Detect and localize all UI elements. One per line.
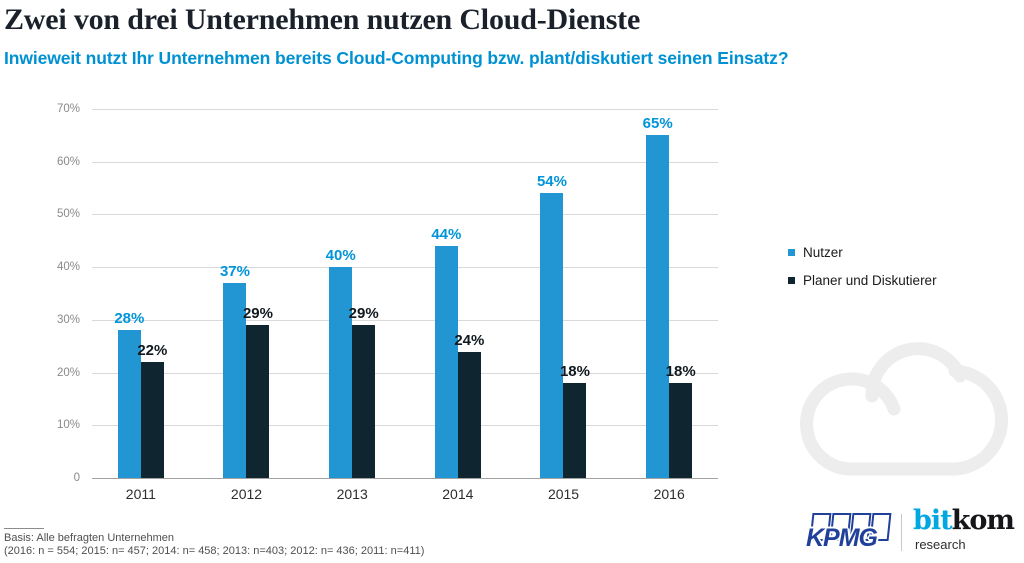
bar-group: 28% 22% (88, 109, 194, 478)
x-tick-label: 2013 (336, 486, 368, 502)
basis-divider (4, 528, 44, 529)
bar-column: 44% (431, 226, 461, 478)
bar-column: 29% (243, 305, 273, 478)
bar-value-label: 40% (325, 247, 356, 265)
gridline (92, 478, 718, 479)
gridline (92, 319, 718, 321)
bar-value-label: 18% (559, 363, 590, 381)
bar (540, 193, 564, 478)
bar (646, 135, 670, 478)
legend-label: Planer und Diskutierer (803, 273, 937, 288)
logo-divider (901, 514, 902, 551)
bitkom-research-label: research (915, 537, 966, 552)
bar (457, 351, 481, 478)
bars-layer: 28% 22% 37% 29% 40% 29% 44% 24% 54% 18% 65% 18% (88, 109, 722, 478)
y-tick-label: 40% (56, 261, 80, 274)
bitkom-logo: bitkom research (913, 505, 1015, 552)
basis-note: Basis: Alle befragten Unternehmen (4, 532, 174, 544)
bar-group: 37% 29% (194, 109, 300, 478)
gridline (92, 425, 718, 427)
bar-column: 18% (560, 363, 590, 478)
bar-group: 54% 18% (511, 109, 617, 478)
y-tick-label: 50% (56, 208, 80, 221)
kpmg-wordmark: KPMG (806, 524, 878, 552)
bitkom-wordmark: bitkom (913, 505, 1015, 537)
plot-area (92, 109, 718, 479)
y-tick-label: 20% (56, 366, 80, 379)
gridline (92, 214, 718, 216)
bar-column: 22% (137, 342, 167, 478)
bitkom-wordmark-kom: kom (951, 505, 1015, 536)
bar-value-label: 18% (665, 363, 696, 381)
gridline (92, 109, 718, 110)
bar-value-label: 65% (642, 115, 673, 133)
x-tick-label: 2014 (442, 486, 474, 502)
bar-value-label: 44% (431, 226, 462, 244)
bar (117, 330, 141, 478)
bar-column: 40% (326, 247, 356, 478)
bar (246, 325, 270, 478)
bar-value-label: 54% (536, 173, 567, 191)
bar-value-label: 24% (454, 331, 485, 349)
legend-item: Planer und Diskutierer (788, 273, 937, 288)
bar-column: 29% (349, 305, 379, 478)
legend-item: Nutzer (788, 245, 937, 260)
y-tick-label: 0 (73, 472, 80, 484)
page-subtitle: Inwieweit nutzt Ihr Unternehmen bereits … (4, 48, 789, 68)
y-axis: 70% 60% 50% 40% 30% 20% 10% 0 (0, 103, 80, 484)
bar (140, 362, 164, 478)
x-tick-label: 2011 (125, 486, 156, 502)
bar (434, 246, 458, 478)
gridline (92, 372, 718, 374)
x-axis: 2011 2012 2013 2014 2015 2016 (88, 486, 722, 502)
bar-value-label: 22% (137, 342, 168, 360)
y-tick-label: 30% (56, 313, 80, 326)
x-tick-label: 2016 (653, 486, 685, 502)
bar-group: 44% 24% (405, 109, 511, 478)
sample-sizes-note: (2016: n = 554; 2015: n= 457; 2014: n= 4… (4, 545, 425, 557)
y-tick-label: 60% (56, 155, 80, 168)
bar-value-label: 37% (219, 262, 250, 280)
y-tick-label: 10% (56, 419, 80, 432)
bar-group: 40% 29% (299, 109, 405, 478)
legend-label: Nutzer (803, 245, 843, 260)
bar-column: 24% (454, 332, 484, 478)
bar-column: 37% (220, 263, 250, 478)
bar (563, 383, 587, 478)
bar (329, 267, 353, 478)
gridline (92, 161, 718, 163)
bar-column: 65% (643, 115, 673, 478)
cloud-icon (800, 342, 1009, 476)
bar-value-label: 29% (348, 305, 379, 323)
bar (223, 282, 247, 478)
legend-marker-icon (788, 249, 795, 256)
x-tick-label: 2015 (547, 486, 580, 502)
bar (352, 325, 376, 478)
bar-column: 18% (666, 363, 696, 478)
page-title: Zwei von drei Unternehmen nutzen Cloud-D… (4, 3, 641, 36)
gridline (92, 267, 718, 269)
bar-group: 65% 18% (616, 109, 722, 478)
chart-legend: Nutzer Planer und Diskutierer (788, 245, 937, 301)
bar-column: 28% (114, 310, 144, 478)
bar-value-label: 29% (242, 305, 273, 323)
bar-column: 54% (537, 173, 567, 478)
bitkom-wordmark-bit: bit (913, 505, 953, 536)
legend-marker-icon (788, 277, 795, 284)
x-tick-label: 2012 (230, 486, 263, 502)
bar-value-label: 28% (114, 310, 145, 328)
y-tick-label: 70% (56, 103, 80, 115)
kpmg-logo: KPMG (806, 513, 893, 555)
bar (669, 383, 693, 478)
